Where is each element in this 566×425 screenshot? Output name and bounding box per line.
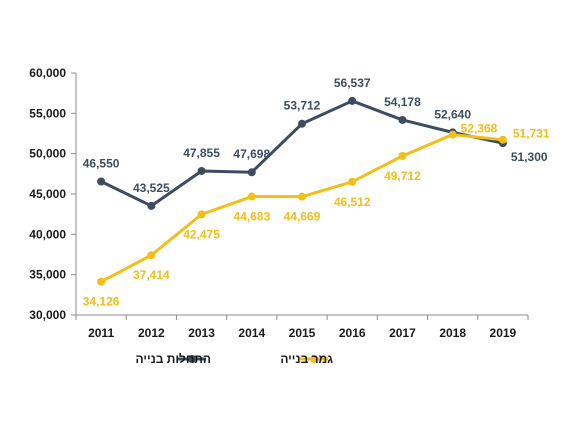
data-label: 46,512 — [334, 195, 371, 209]
data-point — [298, 119, 306, 128]
legend-label: גמר בנייה — [280, 352, 333, 366]
data-point — [97, 277, 106, 286]
data-point — [197, 166, 206, 175]
legend-marker-dot — [310, 355, 318, 363]
x-tick-label: 2014 — [238, 326, 265, 340]
data-label: 44,683 — [233, 210, 270, 224]
x-tick-label: 2013 — [188, 326, 215, 340]
data-label: 54,178 — [384, 95, 421, 109]
y-tick-label: 45,000 — [29, 187, 66, 201]
data-label: 52,640 — [434, 107, 471, 121]
data-label: 51,300 — [511, 150, 548, 164]
data-label: 53,712 — [284, 99, 321, 113]
y-tick-label: 35,000 — [29, 268, 66, 282]
y-tick-label: 55,000 — [29, 106, 66, 120]
x-tick-label: 2017 — [389, 326, 416, 340]
x-tick-label: 2019 — [490, 326, 517, 340]
data-point — [247, 192, 256, 201]
data-label: 52,368 — [461, 122, 498, 136]
x-axis: 2011 2012 2013 2014 2015 2016 2017 2018 2019 — [75, 314, 529, 340]
data-label: 47,855 — [183, 146, 220, 160]
data-point — [398, 115, 407, 124]
data-label: 47,698 — [233, 147, 270, 161]
legend-marker-dot — [188, 355, 196, 363]
data-point — [348, 96, 357, 105]
x-tick-label: 2015 — [289, 326, 316, 340]
data-point — [147, 201, 156, 210]
data-label: 37,414 — [133, 268, 170, 282]
legend: התחלות בנייה גמר בנייה — [135, 352, 333, 366]
data-labels: 46,550 43,525 47,855 47,698 53,712 56,537 54,1… — [83, 76, 550, 309]
data-point — [147, 251, 156, 260]
y-axis: 30,000 35,000 40,000 45,000 50,000 55,000 60,0… — [29, 66, 77, 322]
data-label: 51,731 — [513, 127, 550, 141]
data-label: 49,712 — [384, 169, 421, 183]
data-point — [498, 135, 507, 144]
data-point — [348, 177, 357, 186]
data-label: 43,525 — [133, 181, 170, 195]
x-tick-label: 2011 — [88, 326, 114, 340]
series-lines — [97, 96, 507, 286]
series-line-2 — [100, 133, 504, 284]
data-point — [298, 192, 306, 201]
x-tick-label: 2012 — [138, 326, 165, 340]
y-tick-label: 60,000 — [29, 66, 66, 80]
data-point — [398, 151, 407, 160]
data-label: 44,669 — [284, 210, 321, 224]
data-label: 46,550 — [83, 156, 120, 170]
y-tick-label: 50,000 — [29, 147, 66, 161]
data-label: 56,537 — [334, 76, 371, 90]
x-tick-label: 2016 — [339, 326, 366, 340]
data-point — [448, 130, 457, 139]
y-tick-label: 40,000 — [29, 227, 66, 241]
x-tick-label: 2018 — [439, 326, 466, 340]
data-point — [97, 177, 106, 186]
y-tick-label: 30,000 — [29, 308, 66, 322]
data-point — [197, 210, 206, 219]
data-label: 42,475 — [183, 227, 220, 241]
legend-label: התחלות בנייה — [135, 352, 211, 366]
data-label: 34,126 — [83, 295, 120, 309]
data-point — [247, 168, 256, 177]
